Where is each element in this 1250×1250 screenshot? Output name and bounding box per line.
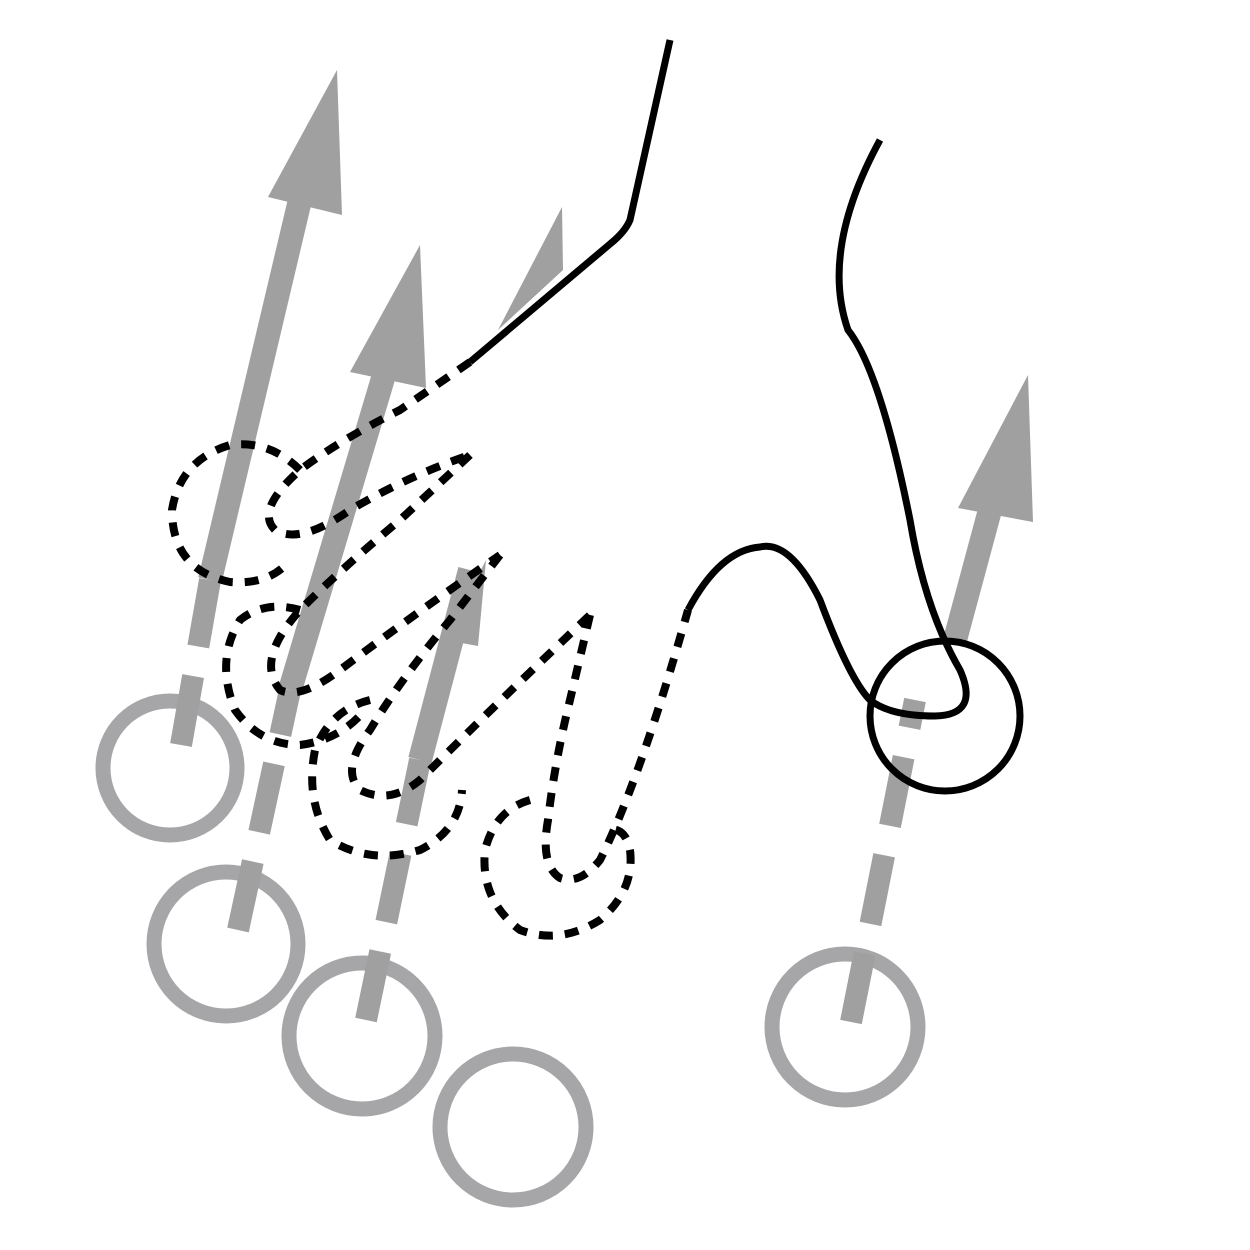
- finger-4-up-arrow-icon: [498, 207, 563, 330]
- finger-2-up-arrow-icon: [227, 245, 426, 933]
- finger-2-touch-circle: [146, 864, 306, 1024]
- thumb-up-arrow-icon: [840, 375, 1033, 1025]
- hand-wrist-left-edge: [467, 39, 674, 365]
- swipe-arrows: [170, 70, 1033, 1025]
- thumb-fingertip-outline: [866, 637, 1024, 795]
- hand-outline: [168, 39, 1024, 940]
- finger-3-tip-dashed-outline: [308, 696, 466, 860]
- finger-3-dashed-outline: [348, 552, 593, 800]
- finger-2-tip-dashed-outline: [222, 602, 369, 749]
- finger-1-touch-circle: [95, 693, 245, 843]
- finger-2-dashed-outline: [267, 452, 503, 697]
- finger-4-tip-dashed-outline: [480, 796, 635, 940]
- thumb-touch-circle: [764, 946, 926, 1108]
- touch-circles: [95, 693, 926, 1208]
- finger-1-dashed-outline: [264, 358, 473, 539]
- finger-3-touch-circle: [281, 955, 443, 1117]
- hand-wrist-right-edge: [684, 138, 970, 720]
- finger-3-up-arrow-icon: [355, 560, 486, 1023]
- finger-1-up-arrow-icon: [170, 70, 342, 747]
- finger-4-dashed-outline: [541, 608, 692, 884]
- finger-1-tip-dashed-outline: [168, 440, 303, 587]
- finger-4-touch-circle: [432, 1046, 594, 1208]
